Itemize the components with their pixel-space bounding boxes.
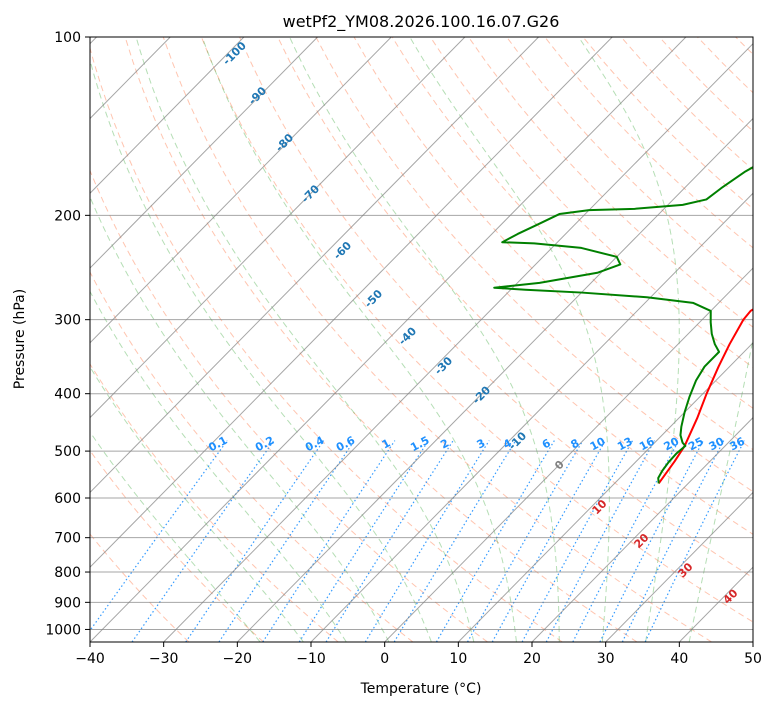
plot-content: 0.1 0.2 0.4 0.6 1 1.5 2 3 4 6 8 10 13 16 20 25 30 36-100-… <box>90 37 753 642</box>
isotherm-9 <box>90 37 539 494</box>
isobar-gridlines <box>90 37 753 630</box>
plot-area <box>90 37 753 642</box>
mixing-ratio-line-4 <box>262 440 396 642</box>
mixing-ratio-line-10 <box>466 440 584 642</box>
mixing-ratio-label-14: 20 <box>662 435 682 454</box>
dry-adiabat-7 <box>162 37 712 642</box>
mixing-ratio-line-3 <box>218 440 355 642</box>
mixing-ratio-line-6 <box>325 440 454 642</box>
isotherm-6 <box>90 37 318 269</box>
moist-adiabat-3 <box>90 195 390 642</box>
isotherm-5 <box>90 37 245 194</box>
moist-adiabats <box>90 37 753 642</box>
isotherm-17 <box>531 416 753 642</box>
moist-adiabat-2 <box>90 290 347 642</box>
x-tick-label-5: 10 <box>449 651 467 667</box>
mixing-ratio-line-5 <box>298 440 429 642</box>
mixing-ratio-line-2 <box>185 440 325 642</box>
y-tick-label-3: 400 <box>54 387 81 403</box>
dry-adiabat-9 <box>239 37 753 579</box>
mixing-ratio-line-7 <box>364 440 490 642</box>
dry-adiabat-5 <box>90 46 563 642</box>
mixing-ratio-line-11 <box>491 440 606 642</box>
dry-adiabat-15 <box>468 37 753 328</box>
axes: −40 −30 −20 −10 0 10 20 30 40 50 100 200 300 400 500 60… <box>45 30 762 667</box>
mixing-ratio-line-16 <box>621 440 725 642</box>
x-axis-title: Temperature (°C) <box>360 681 482 697</box>
isotherm-8 <box>90 37 466 419</box>
x-tick-label-4: 0 <box>380 651 389 667</box>
mixing-ratio-label-16: 30 <box>707 435 727 454</box>
dry-adiabat-13 <box>391 37 753 409</box>
isotherm-14 <box>310 192 753 642</box>
mixing-ratio-lines <box>90 440 745 642</box>
dry-adiabat-4 <box>90 169 488 642</box>
mixing-ratio-line-0 <box>90 440 228 632</box>
y-tick-label-7: 800 <box>54 565 81 581</box>
moist-adiabat-10 <box>688 336 753 642</box>
mixing-ratio-label-15: 25 <box>686 435 706 454</box>
x-tick-label-2: −20 <box>223 651 253 667</box>
mixing-ratio-line-12 <box>521 440 634 642</box>
moist-adiabat-8 <box>409 37 610 642</box>
plot-frame <box>89 36 754 643</box>
moist-adiabat-0 <box>90 431 261 642</box>
dry-adiabat-2 <box>90 363 339 642</box>
y-tick-label-9: 1000 <box>45 622 81 638</box>
y-tick-label-1: 200 <box>54 208 81 224</box>
mixing-ratio-label-17: 36 <box>727 435 747 454</box>
moist-adiabat-7 <box>289 37 560 642</box>
dry-adiabat-8 <box>200 37 753 623</box>
mixing-ratio-line-17 <box>644 440 745 642</box>
moist-adiabat-4 <box>90 58 432 642</box>
isotherm-11 <box>90 37 687 642</box>
isotherm-7 <box>90 37 392 344</box>
moist-adiabat-6 <box>201 37 517 642</box>
y-tick-label-4: 500 <box>54 444 81 460</box>
isotherm-15 <box>384 267 753 642</box>
isotherm-13 <box>236 117 753 642</box>
chart-title: wetPf2_YM08.2026.100.16.07.G26 <box>283 12 560 32</box>
dry-adiabat-14 <box>429 37 753 369</box>
mixing-ratio-label-13: 16 <box>637 435 657 454</box>
y-tick-label-6: 700 <box>54 531 81 547</box>
dry-adiabat-16 <box>506 37 753 288</box>
mixing-ratio-label-11: 10 <box>588 435 608 454</box>
dry-adiabat-6 <box>124 37 638 642</box>
isotherm-16 <box>457 342 753 642</box>
x-tick-label-9: 50 <box>744 651 762 667</box>
x-tick-label-6: 20 <box>523 651 541 667</box>
x-tick-label-8: 40 <box>670 651 688 667</box>
mixing-ratio-line-13 <box>545 440 656 642</box>
y-tick-label-0: 100 <box>54 30 81 46</box>
isotherm-12 <box>163 42 753 642</box>
temperature-line <box>657 308 753 485</box>
moist-adiabat-1 <box>90 366 304 642</box>
dry-adiabat-1 <box>90 449 264 642</box>
x-tick-label-0: −40 <box>75 651 105 667</box>
y-tick-label-8: 900 <box>54 595 81 611</box>
x-tick-label-1: −30 <box>149 651 179 667</box>
moist-adiabat-5 <box>135 37 475 642</box>
y-tick-label-2: 300 <box>54 313 81 329</box>
mixing-ratio-line-9 <box>435 440 555 642</box>
dry-adiabat-11 <box>315 37 753 493</box>
isotherm-10 <box>90 37 613 568</box>
isotherm-18 <box>605 491 753 642</box>
moist-adiabat-9 <box>578 37 680 642</box>
x-tick-label-7: 30 <box>597 651 615 667</box>
y-axis-title: Pressure (hPa) <box>12 289 28 389</box>
mixing-ratio-label-12: 13 <box>615 435 635 454</box>
mixing-ratio-line-1 <box>131 440 275 642</box>
y-tick-label-5: 600 <box>54 491 81 507</box>
x-tick-label-3: −10 <box>296 651 326 667</box>
skewed-isotherms <box>90 37 753 642</box>
